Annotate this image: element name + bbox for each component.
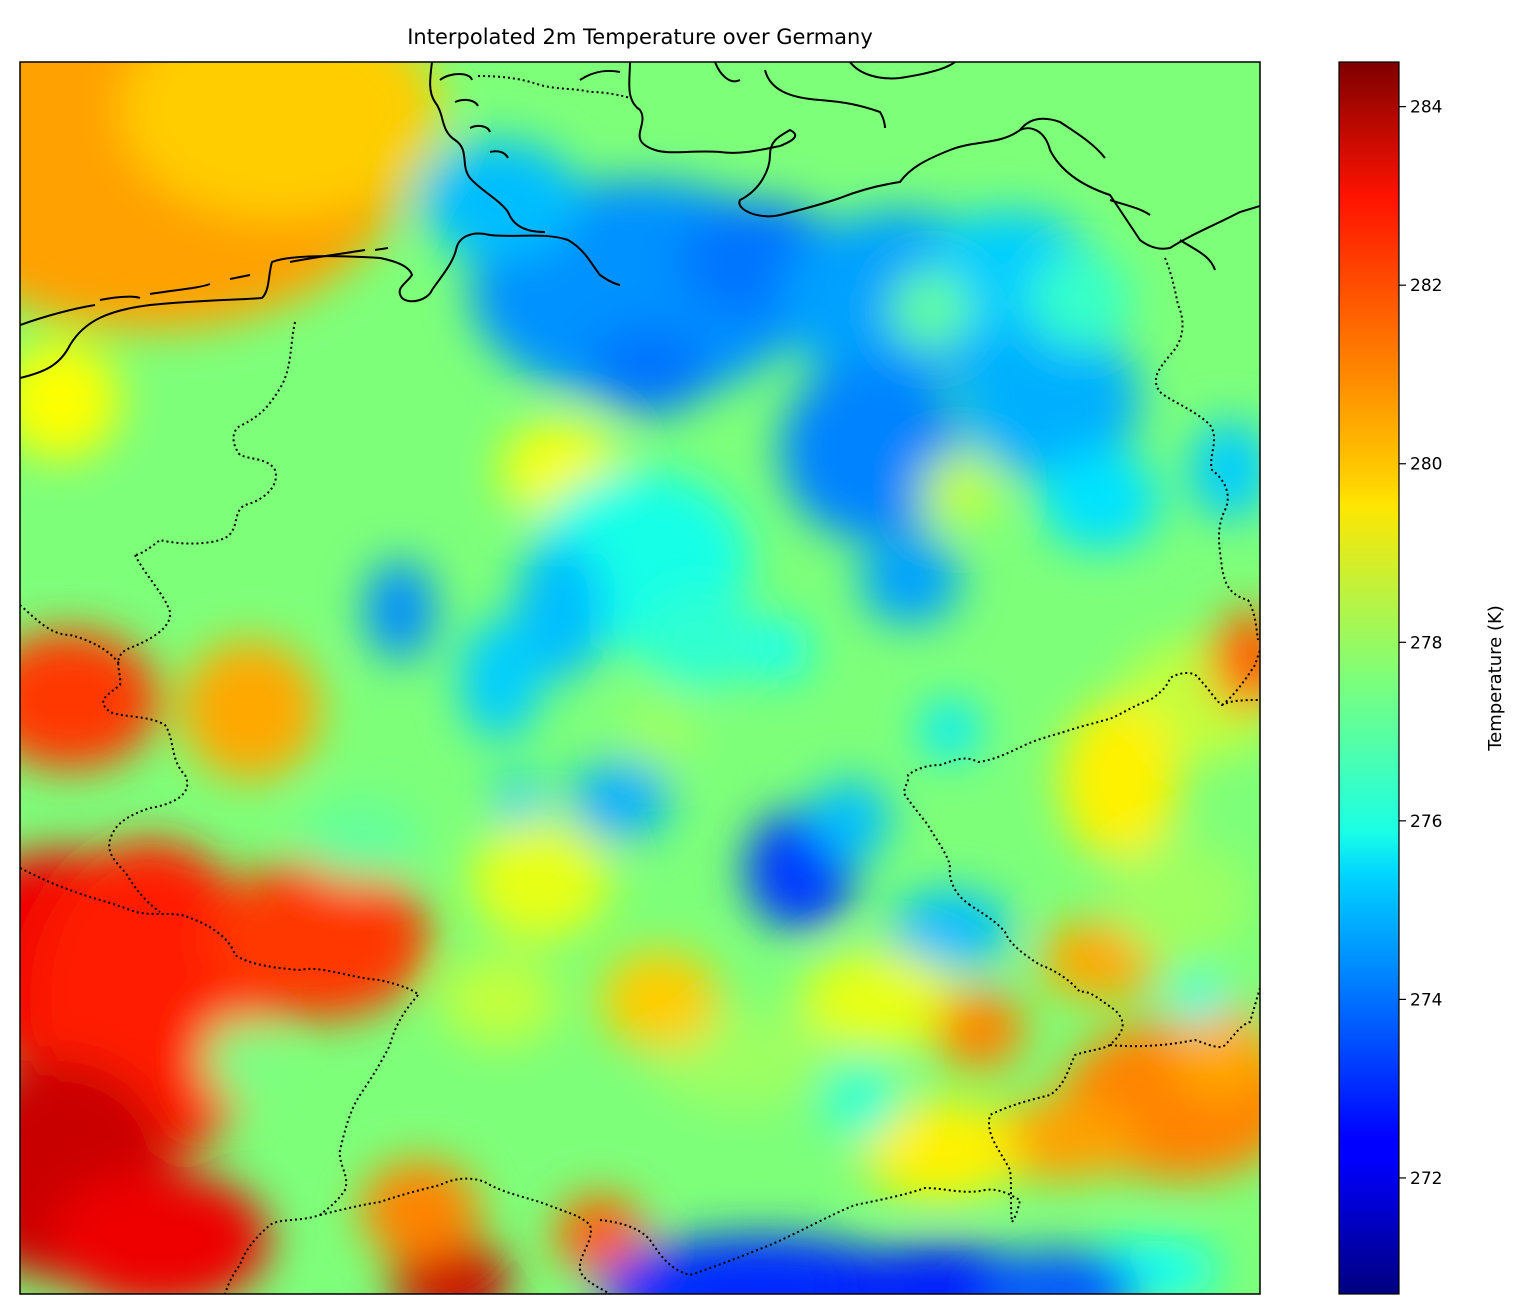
coastline-islands-east: [1019, 117, 1216, 271]
colorbar-frame: [1338, 61, 1400, 1295]
temperature-blob: [180, 640, 320, 780]
temperature-blob: [600, 950, 720, 1050]
border-austria-east: [1109, 987, 1260, 1049]
temperature-blob: [420, 140, 580, 260]
temperature-blob: [890, 270, 970, 350]
temperature-blob: [360, 1160, 480, 1260]
temperature-blob: [820, 1060, 900, 1140]
temperature-blob: [440, 955, 560, 1045]
temperature-blob: [960, 320, 1140, 480]
temperature-blob: [920, 700, 980, 760]
temperature-blob: [460, 620, 540, 740]
temperature-blob: [780, 360, 960, 540]
coastline-frisia: [20, 247, 389, 326]
temperature-blob: [365, 560, 435, 660]
coastline-baltic-germany: [628, 62, 1260, 250]
temperature-blob: [750, 620, 810, 680]
colorbar-tick-label: 280: [1410, 455, 1442, 475]
colorbar: 272 274 276 278 280 282 284 Temperature (K): [1338, 61, 1506, 1295]
temperature-blob: [1030, 250, 1130, 350]
temperature-blob: [980, 1100, 1140, 1180]
coastlines: [20, 62, 1260, 379]
temperature-blob: [590, 325, 710, 415]
temperature-blob: [570, 760, 670, 840]
border-belgium: [102, 554, 189, 913]
border-czech: [903, 672, 1259, 906]
temperature-blob: [810, 780, 890, 860]
border-denmark: [477, 75, 631, 99]
temperature-blob: [935, 990, 1025, 1070]
temperature-blob: [860, 535, 960, 625]
temperature-blob: [1170, 1000, 1260, 1100]
temperature-blob: [1190, 420, 1260, 520]
border-netherlands: [134, 321, 296, 556]
border-luxembourg: [20, 867, 419, 996]
temperature-blob: [1175, 975, 1225, 1025]
colorbar-label: Temperature (K): [1485, 605, 1506, 752]
colorbar-tick-label: 272: [1410, 1169, 1442, 1189]
map-title: Interpolated 2m Temperature over Germany: [407, 25, 873, 49]
map-frame: [19, 61, 1261, 1295]
border-switzerland: [319, 1177, 611, 1294]
temperature-blob: [1040, 450, 1160, 550]
temperature-blob: [1060, 700, 1180, 860]
temperature-blob: [620, 695, 700, 765]
temperature-blob: [300, 800, 420, 880]
temperature-blob: [920, 455, 1000, 525]
coastline-jutland-west: [429, 62, 546, 233]
border-poland-south: [1221, 649, 1260, 706]
temperature-blob: [210, 860, 430, 1020]
coastline-denmark: [579, 62, 956, 129]
border-france: [224, 994, 419, 1294]
colorbar-tick-label: 282: [1410, 276, 1442, 296]
colorbar-tick-label: 276: [1410, 812, 1442, 832]
temperature-blob: [1210, 610, 1260, 710]
colorbar-tick-label: 284: [1410, 98, 1442, 118]
temperature-blob: [1110, 840, 1250, 960]
map-area: [20, 62, 1260, 1294]
temperature-blob: [640, 590, 760, 690]
temperature-blob: [20, 630, 160, 770]
temperature-blob: [555, 1195, 645, 1275]
colorbar-gradient: [1339, 62, 1399, 1294]
temperature-blob: [515, 540, 605, 680]
temperature-blob: [980, 1250, 1140, 1294]
temperature-blob: [470, 820, 610, 940]
temperature-blob: [890, 890, 1010, 970]
temperature-blob: [800, 950, 960, 1050]
temperature-blob: [860, 1100, 1020, 1200]
temperature-blob: [120, 62, 440, 220]
temperature-field: [20, 62, 1260, 1294]
colorbar-tick-label: 274: [1410, 990, 1442, 1010]
temperature-blob: [50, 1170, 270, 1294]
colorbar-tick-label: 278: [1410, 633, 1442, 653]
temperature-blob: [495, 775, 545, 825]
coastline-netherlands: [20, 232, 621, 379]
coastline-lakes: [439, 73, 509, 159]
colorbar-ticks: 272 274 276 278 280 282 284: [1399, 98, 1442, 1189]
borders: [20, 75, 1260, 1294]
temperature-blob: [205, 1020, 275, 1100]
